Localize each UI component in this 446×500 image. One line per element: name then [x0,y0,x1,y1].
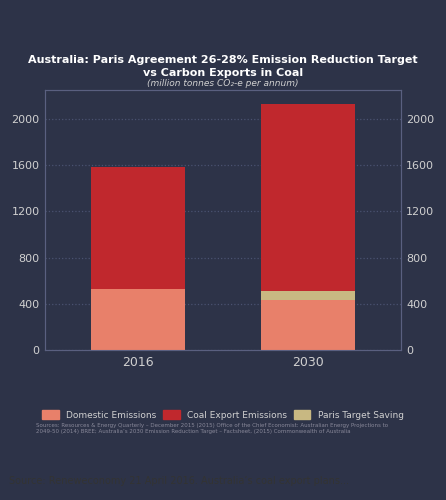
Bar [261,300,355,350]
Text: vs Carbon Exports in Coal: vs Carbon Exports in Coal [143,68,303,78]
Bar [261,291,355,300]
Bar [261,104,355,291]
Text: Australia: Paris Agreement 26-28% Emission Reduction Target: Australia: Paris Agreement 26-28% Emissi… [28,55,418,65]
Legend: Domestic Emissions, Coal Export Emissions, Paris Target Saving: Domestic Emissions, Coal Export Emission… [39,406,407,424]
Bar [91,289,185,350]
Text: Source: Reneweconomy 21 April 2016. Australia’s coal export plans...: Source: Reneweconomy 21 April 2016. Aust… [9,476,349,486]
Bar [91,168,185,289]
Text: Sources: Resources & Energy Quarterly – December 2015 (2015) Office of the Chief: Sources: Resources & Energy Quarterly – … [36,422,388,434]
Text: (million tonnes CO₂-e per annum): (million tonnes CO₂-e per annum) [147,80,299,88]
